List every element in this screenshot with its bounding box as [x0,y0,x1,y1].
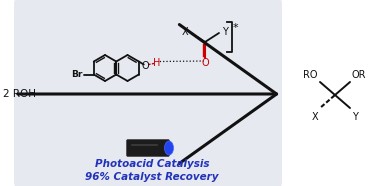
Text: 2 ROH: 2 ROH [3,89,36,99]
FancyBboxPatch shape [127,140,169,156]
Text: 96% Catalyst Recovery: 96% Catalyst Recovery [85,172,219,182]
Text: Photoacid Catalysis: Photoacid Catalysis [95,159,209,169]
Text: O: O [201,58,209,68]
FancyBboxPatch shape [14,0,282,186]
Text: RO: RO [304,70,318,80]
Text: H: H [153,57,161,68]
Text: X: X [181,27,188,37]
Text: O: O [142,60,150,70]
Ellipse shape [164,141,174,155]
Text: Y: Y [222,27,228,37]
Text: X: X [311,112,318,122]
Text: Br: Br [71,70,83,79]
Text: *: * [233,23,239,33]
Text: Y: Y [352,112,358,122]
Text: OR: OR [352,70,367,80]
